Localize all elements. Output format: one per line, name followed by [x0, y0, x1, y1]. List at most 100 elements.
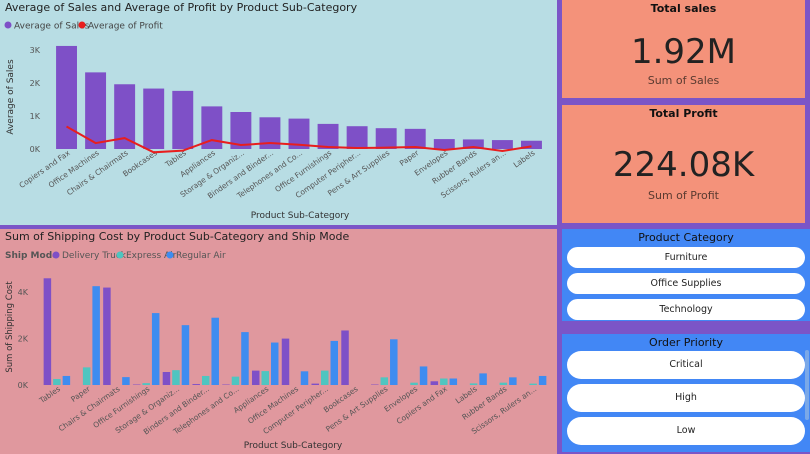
- slicer-item-technology[interactable]: Technology: [567, 299, 805, 320]
- sales-bar-scissors-rulers-an: [491, 140, 513, 149]
- sales-bar-pens-art-supplies: [375, 128, 397, 149]
- sales-bar-paper: [404, 128, 426, 149]
- y-tick-label: 4K: [18, 288, 29, 297]
- delivery-truck-bar-bookcases: [341, 330, 349, 385]
- product-category-slicer: Product Category Furniture Office Suppli…: [562, 229, 810, 321]
- regular-air-bar-office-machines: [300, 371, 309, 385]
- slicer-item-critical[interactable]: Critical: [567, 351, 805, 379]
- sales-bar-bookcases: [143, 88, 165, 149]
- express-air-bar-binders-and-binder: [201, 375, 210, 385]
- y-tick-label: 0K: [30, 145, 41, 154]
- y-tick-label: 2K: [30, 79, 41, 88]
- x-tick-label: Copiers and Fax: [395, 384, 450, 426]
- express-air-bar-tables: [53, 378, 61, 385]
- order-priority-slicer: Order Priority Critical High Low: [562, 334, 810, 452]
- x-tick-label: Labels: [454, 384, 479, 405]
- regular-air-bar-binders-and-binder: [211, 317, 219, 385]
- order-priority-slicer-title: Order Priority: [649, 336, 723, 349]
- sales-bar-binders-and-binder: [259, 117, 281, 149]
- y-axis-title: Sum of Shipping Cost: [5, 281, 15, 373]
- express-air-bar-office-furnishings: [142, 383, 150, 385]
- regular-air-bar-scissors-rulers-an: [538, 375, 547, 385]
- total-profit-card: Total Profit 224.08K Sum of Profit: [562, 105, 805, 223]
- delivery-truck-bar-binders-and-binder: [192, 384, 200, 385]
- delivery-truck-bar-appliances: [251, 370, 260, 385]
- delivery-truck-bar-office-machines: [281, 338, 290, 385]
- regular-air-bar-copiers-and-fax: [449, 378, 458, 385]
- delivery-truck-bar-storage-organiz: [162, 372, 171, 385]
- regular-air-bar-tables: [62, 375, 71, 385]
- x-tick-label: Paper: [398, 148, 421, 168]
- express-air-bar-computer-peripher: [321, 370, 329, 385]
- legend-regular-air-label: Regular Air: [176, 251, 226, 261]
- shipping-cost-chart-panel[interactable]: Sum of Shipping Cost by Product Sub-Cate…: [0, 229, 557, 454]
- x-tick-label: Paper: [69, 384, 92, 404]
- express-air-bar-appliances: [261, 371, 269, 385]
- sales-bar-tables: [172, 90, 194, 149]
- regular-air-bar-paper: [92, 286, 100, 385]
- sales-bar-envelopes: [433, 139, 455, 149]
- express-air-bar-pens-art-supplies: [380, 377, 389, 385]
- legend-sales-label: Average of Sales: [14, 22, 90, 32]
- sales-bar-labels: [521, 140, 542, 149]
- regular-air-bar-telephones-and-co: [241, 332, 249, 385]
- total-sales-subtitle: Sum of Sales: [647, 74, 720, 87]
- regular-air-bar-appliances: [270, 342, 279, 385]
- legend-title: Ship Mode: [5, 251, 58, 261]
- total-sales-title: Total sales: [650, 2, 717, 15]
- sales-bar-chairs-chairmats: [114, 84, 136, 149]
- express-air-bar-scissors-rulers-an: [529, 383, 537, 385]
- express-air-bar-copiers-and-fax: [440, 378, 448, 385]
- legend-sales-marker: [4, 21, 12, 29]
- legend-express-air-marker: [116, 251, 124, 259]
- total-profit-subtitle: Sum of Profit: [648, 189, 719, 202]
- delivery-truck-bar-tables: [43, 278, 52, 385]
- legend-express-air-label: Express Air: [126, 251, 177, 261]
- regular-air-bar-computer-peripher: [330, 340, 339, 385]
- regular-air-bar-labels: [479, 373, 487, 385]
- express-air-bar-labels: [469, 383, 478, 385]
- regular-air-bar-pens-art-supplies: [390, 339, 398, 385]
- sales-bar-copiers-and-fax: [56, 45, 77, 150]
- express-air-bar-envelopes: [410, 382, 418, 385]
- slicer-scrollbar[interactable]: [805, 350, 809, 420]
- sales-bar-rubber-bands: [462, 139, 484, 149]
- y-tick-label: 0K: [18, 381, 29, 390]
- y-tick-label: 3K: [30, 46, 41, 55]
- delivery-truck-bar-computer-peripher: [311, 383, 320, 385]
- shipping-cost-chart: Ship Mode Delivery Truck Express Air Regula…: [5, 251, 547, 451]
- sales-bar-computer-peripher: [346, 126, 368, 149]
- x-tick-label: Tables: [37, 384, 62, 405]
- legend-delivery-truck-marker: [52, 251, 60, 259]
- sales-bar-storage-organiz: [230, 112, 252, 149]
- express-air-bar-paper: [82, 367, 91, 385]
- slicer-item-high[interactable]: High: [567, 384, 805, 412]
- x-tick-label: Copiers and Fax: [18, 148, 73, 190]
- profit-line: [66, 125, 532, 154]
- chart2-title: Sum of Shipping Cost by Product Sub-Cate…: [5, 230, 350, 243]
- total-profit-title: Total Profit: [649, 107, 718, 120]
- slicer-item-office-supplies[interactable]: Office Supplies: [567, 273, 805, 294]
- sales-profit-chart-panel[interactable]: Average of Sales and Average of Profit b…: [0, 0, 557, 225]
- sales-bar-office-machines: [85, 72, 107, 149]
- legend-regular-air-marker: [166, 251, 174, 259]
- regular-air-bar-office-furnishings: [151, 313, 160, 385]
- delivery-truck-bar-copiers-and-fax: [430, 381, 439, 385]
- legend-profit-marker: [78, 21, 86, 29]
- regular-air-bar-chairs-chairmats: [122, 377, 130, 385]
- legend-profit-label: Average of Profit: [88, 22, 163, 32]
- sales-bar-appliances: [201, 106, 223, 149]
- regular-air-bar-storage-organiz: [181, 325, 190, 385]
- slicer-item-low[interactable]: Low: [567, 417, 805, 445]
- slicer-item-furniture[interactable]: Furniture: [567, 247, 805, 268]
- express-air-bar-rubber-bands: [499, 382, 508, 385]
- total-profit-value: 224.08K: [612, 145, 755, 185]
- x-tick-label: Labels: [512, 148, 537, 169]
- sales-bar-telephones-and-co: [288, 118, 310, 149]
- y-tick-label: 2K: [18, 335, 29, 344]
- delivery-truck-bar-chairs-chairmats: [103, 287, 111, 385]
- total-sales-value: 1.92M: [630, 32, 737, 72]
- product-category-slicer-title: Product Category: [638, 231, 734, 244]
- chart1-title: Average of Sales and Average of Profit b…: [5, 1, 358, 14]
